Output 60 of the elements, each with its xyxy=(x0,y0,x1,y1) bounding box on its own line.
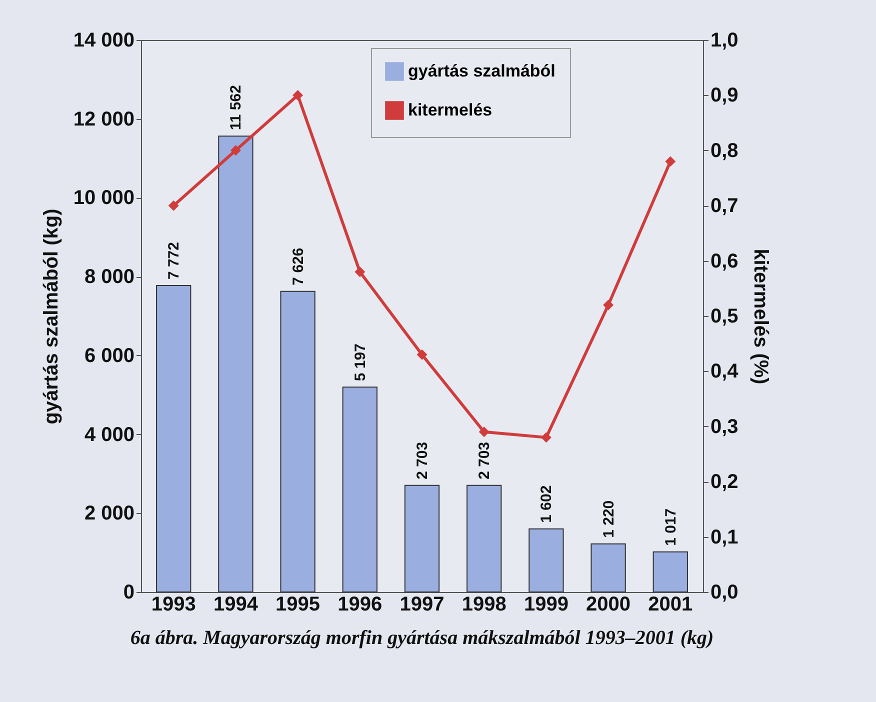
y-tick-label: 12 000 xyxy=(73,108,134,130)
y2-tick-label: 0,7 xyxy=(710,195,738,218)
x-tick-label: 1998 xyxy=(462,594,506,616)
x-tick-label: 2001 xyxy=(648,594,693,616)
x-tick-label: 1997 xyxy=(400,594,444,616)
point xyxy=(168,200,179,211)
legend-label: kitermelés xyxy=(408,100,492,120)
point xyxy=(665,156,676,167)
y-tick-label: 10 000 xyxy=(73,187,134,210)
x-tick-label: 1995 xyxy=(276,594,320,616)
y2-tick-label: 0,9 xyxy=(710,84,738,107)
y-tick-label: 4 000 xyxy=(84,424,134,446)
data-label: 7 772 xyxy=(166,242,183,280)
y-tick-label: 8 000 xyxy=(84,266,134,288)
data-label: 2 703 xyxy=(414,442,431,480)
point xyxy=(540,432,552,443)
y2-tick-label: 0,0 xyxy=(710,582,738,604)
x-tick-label: 1999 xyxy=(524,594,568,616)
point xyxy=(478,426,490,438)
bar xyxy=(652,551,688,592)
bar xyxy=(404,484,440,592)
y-tick-label: 0 xyxy=(123,582,134,604)
y2-axis-title: kitermelés (%) xyxy=(749,248,772,384)
y2-tick-label: 0,6 xyxy=(710,250,738,272)
data-label: 1 017 xyxy=(662,508,680,546)
data-label: 1 220 xyxy=(600,500,618,538)
point xyxy=(354,266,366,278)
text: 6a ábra. Magyarország morfin gyártása mákszalmából 1993–2001 (kg) xyxy=(130,627,714,649)
x-tick-label: 1993 xyxy=(151,594,196,616)
data-label: 1 602 xyxy=(538,485,556,523)
y-tick-label: 14 000 xyxy=(73,30,134,52)
point xyxy=(230,145,241,156)
data-label: 5 197 xyxy=(352,344,369,382)
point xyxy=(292,90,304,100)
data-label: 2 703 xyxy=(476,442,494,480)
x-tick-label: 2000 xyxy=(586,594,631,616)
bar xyxy=(342,386,378,592)
bar xyxy=(280,290,316,592)
y2-tick-label: 0,8 xyxy=(710,140,738,162)
legend-label: gyártás szalmából xyxy=(408,62,556,80)
x-tick-label: 1994 xyxy=(213,594,259,616)
y2-tick-label: 0,1 xyxy=(710,526,738,548)
bar xyxy=(218,136,254,592)
point xyxy=(416,349,428,360)
y2-tick-label: 0,3 xyxy=(710,416,738,438)
bar xyxy=(528,528,564,592)
point xyxy=(603,300,614,310)
x-tick-label: 1996 xyxy=(338,594,382,616)
y2-tick-label: 1,0 xyxy=(710,30,738,52)
y-tick-label: 6 000 xyxy=(84,344,134,367)
y2-tick-label: 0,5 xyxy=(710,306,738,328)
bar xyxy=(466,484,502,592)
bar xyxy=(590,543,626,592)
data-label: 7 626 xyxy=(290,248,307,286)
y-axis-title: gyártás szalmából (kg) xyxy=(40,208,62,424)
bar xyxy=(156,285,192,592)
y-tick-label: 2 000 xyxy=(84,502,134,525)
data-label: 11 562 xyxy=(228,85,245,130)
y2-tick-label: 0,4 xyxy=(710,360,740,383)
y2-tick-label: 0,2 xyxy=(710,471,738,494)
